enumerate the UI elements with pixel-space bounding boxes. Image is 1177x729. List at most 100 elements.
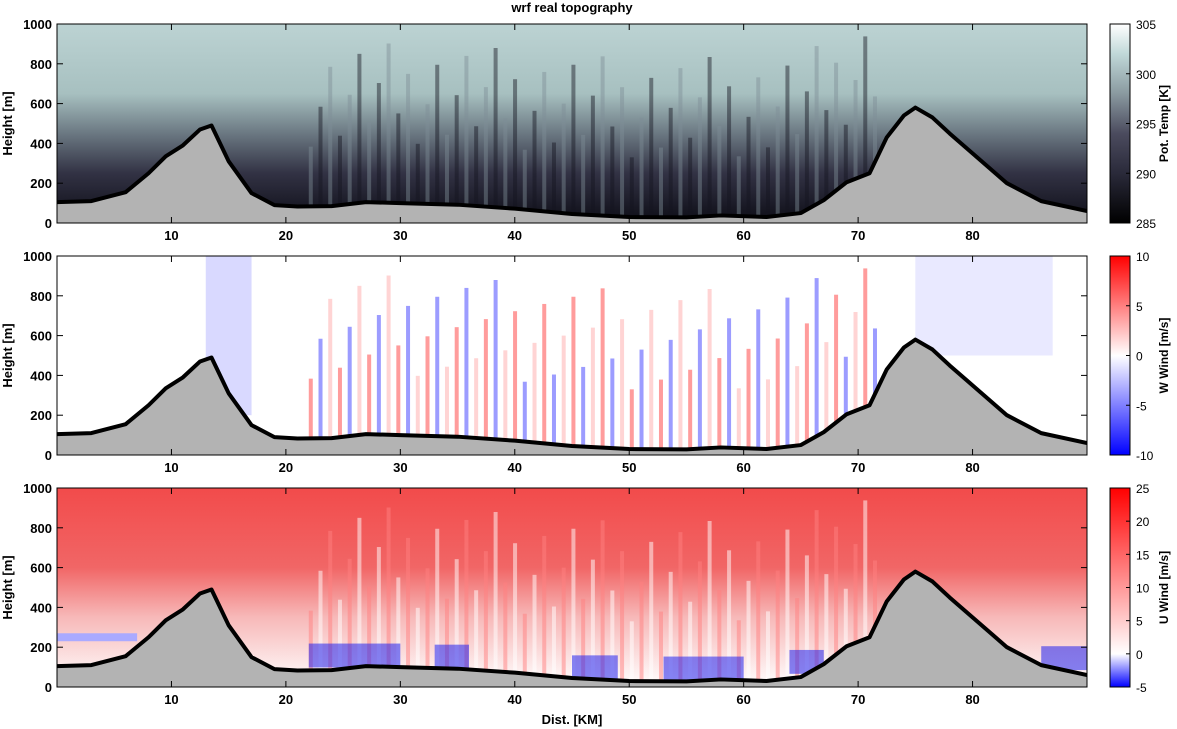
field-streak xyxy=(804,91,809,211)
field-streak xyxy=(872,96,877,167)
x-tick-label: 70 xyxy=(851,460,865,475)
field-streak xyxy=(824,342,829,432)
field-streak xyxy=(872,328,877,399)
y-tick-label: 0 xyxy=(45,680,52,695)
field-streak xyxy=(639,349,644,450)
colorbar-tick-label: 10 xyxy=(1136,582,1150,596)
x-tick-label: 80 xyxy=(965,692,979,707)
x-tick-label: 30 xyxy=(393,228,407,243)
x-tick-label: 20 xyxy=(279,460,293,475)
y-tick-label: 200 xyxy=(30,408,52,423)
field-streak xyxy=(727,318,732,448)
field-streak xyxy=(581,598,586,679)
field-streaks xyxy=(308,268,877,450)
field-streak xyxy=(376,83,381,203)
colorbar-tick-label: 15 xyxy=(1136,548,1150,562)
field-streak xyxy=(795,598,800,678)
field-streak xyxy=(454,95,459,205)
field-streak xyxy=(328,530,333,671)
terrain-fill xyxy=(57,571,1087,687)
field-streak xyxy=(736,388,741,448)
plot-area-2 xyxy=(57,256,1087,455)
x-tick-label: 30 xyxy=(393,460,407,475)
colorbar-tick-label: 0 xyxy=(1136,648,1143,662)
field-streak xyxy=(367,122,372,203)
field-streak xyxy=(756,309,761,449)
field-streak xyxy=(629,621,634,682)
field-streak xyxy=(610,358,615,449)
field-streak xyxy=(717,590,722,680)
field-streak xyxy=(376,547,381,667)
field-streak xyxy=(746,580,751,681)
field-streak xyxy=(804,323,809,443)
field-streak xyxy=(639,581,644,682)
field-streak xyxy=(610,590,615,681)
field-streak xyxy=(600,520,605,680)
x-tick-label: 20 xyxy=(279,228,293,243)
colorbar-label: W Wind [m/s] xyxy=(1157,318,1171,394)
field-streak xyxy=(542,535,547,676)
field-streak xyxy=(406,537,411,668)
field-streak xyxy=(658,147,663,218)
field-streak xyxy=(649,541,654,682)
field-streak xyxy=(629,389,634,450)
y-tick-label: 400 xyxy=(30,136,52,151)
terrain-line xyxy=(57,569,1087,684)
x-tick-label: 20 xyxy=(279,692,293,707)
field-streak xyxy=(629,157,634,218)
field-streak xyxy=(551,142,556,213)
field-streak xyxy=(328,66,333,207)
field-streak xyxy=(581,134,586,215)
field-streak xyxy=(542,303,547,444)
field-streak xyxy=(406,73,411,204)
field-streak xyxy=(444,598,449,669)
field-streak xyxy=(785,297,790,447)
colorbar-tick-label: -5 xyxy=(1136,681,1147,695)
field-streak xyxy=(318,338,323,439)
y-axis-label: Height [m] xyxy=(0,323,15,387)
field-streak xyxy=(736,620,741,680)
field-streak xyxy=(668,571,673,682)
reverse-flow-patch xyxy=(308,643,401,668)
field-streak xyxy=(386,507,391,667)
field-streak xyxy=(804,555,809,675)
field-streak xyxy=(483,551,488,671)
field-streak xyxy=(308,378,313,439)
field-streak xyxy=(853,80,858,180)
field-streak xyxy=(561,103,566,214)
y-tick-label: 600 xyxy=(30,329,52,344)
x-axis-label: Dist. [KM] xyxy=(542,712,603,727)
y-tick-label: 400 xyxy=(30,368,52,383)
reverse-flow-patch xyxy=(663,656,744,681)
field-streak xyxy=(756,541,761,681)
field-streak xyxy=(386,275,391,435)
colorbar-tick-label: -10 xyxy=(1136,449,1154,463)
field-streak xyxy=(697,97,702,217)
field-streak xyxy=(425,568,430,668)
y-tick-label: 200 xyxy=(30,176,52,191)
field-streak xyxy=(775,338,780,448)
field-streak xyxy=(785,529,790,679)
field-streak xyxy=(834,294,839,425)
field-streak xyxy=(483,319,488,439)
field-streak xyxy=(503,118,508,208)
reverse-flow-patch xyxy=(1041,646,1087,671)
colorbar-tick-label: 0 xyxy=(1136,350,1143,364)
colorbar-tick-label: 5 xyxy=(1136,300,1143,314)
field-streak xyxy=(814,510,819,670)
panel-3: 10 20 30 40 50 60 70 8002004006008001000Height … xyxy=(0,481,1171,727)
field-streak xyxy=(318,106,323,207)
field-streak xyxy=(824,110,829,200)
field-streak xyxy=(357,517,362,668)
x-tick-label: 60 xyxy=(736,228,750,243)
field-streak xyxy=(561,567,566,678)
field-streak xyxy=(444,366,449,437)
field-streak xyxy=(493,511,498,672)
colorbar-tick-label: 25 xyxy=(1136,482,1150,496)
field-streak xyxy=(454,327,459,437)
field-streak xyxy=(347,326,352,437)
terrain-fill xyxy=(57,107,1087,223)
field-streak xyxy=(474,126,479,206)
field-streak xyxy=(376,315,381,435)
field-streak xyxy=(697,329,702,449)
